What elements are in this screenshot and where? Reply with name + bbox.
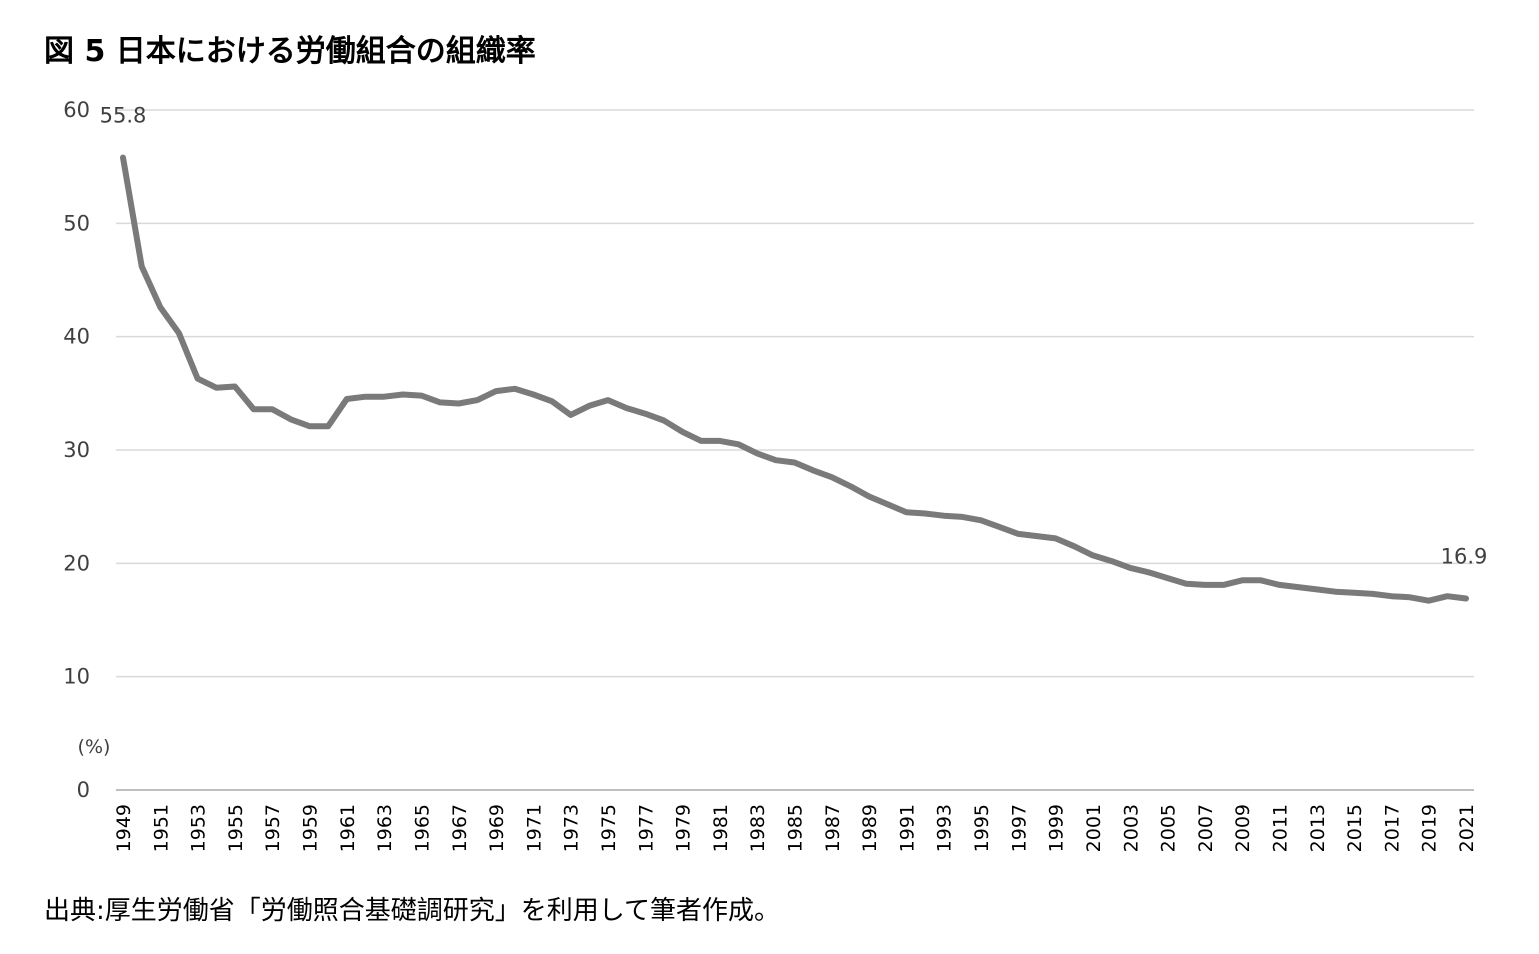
- x-tick-label: 2011: [1269, 804, 1291, 852]
- x-tick-label: 2009: [1232, 804, 1254, 852]
- y-tick-label: 40: [63, 325, 90, 349]
- x-axis-ticks: 1949 1951 1953 1955 1957 1959 1961 1963 1965 1967…: [113, 804, 1478, 852]
- x-tick-label: 1993: [934, 804, 956, 852]
- x-tick-label: 2003: [1120, 804, 1142, 852]
- data-label: 16.9: [1441, 544, 1488, 568]
- y-tick-label: 60: [63, 98, 90, 122]
- y-axis-ticks: 0 10 20 30 40 50 60: [63, 98, 90, 802]
- x-tick-label: 1953: [188, 804, 210, 852]
- x-tick-label: 2021: [1456, 804, 1478, 852]
- data-labels: 55.8 16.9: [100, 104, 1488, 569]
- y-tick-label: 10: [63, 665, 90, 689]
- data-label: 55.8: [100, 104, 147, 128]
- series-line-0: [120, 154, 1469, 604]
- y-tick-label: 20: [63, 551, 90, 575]
- x-tick-label: 1987: [822, 804, 844, 852]
- gridlines: [116, 109, 1474, 791]
- y-tick-label: 30: [63, 438, 90, 462]
- x-tick-label: 1985: [785, 804, 807, 852]
- x-tick-label: 1971: [523, 804, 545, 852]
- x-tick-label: 1965: [411, 804, 433, 852]
- source-note: 出典:厚生労働省「労働照合基礎調研究」を利用して筆者作成。: [44, 896, 780, 926]
- x-tick-label: 1983: [747, 804, 769, 852]
- y-tick-label: 0: [77, 778, 90, 802]
- chart-title: 図 5 日本における労働組合の組織率: [44, 34, 536, 69]
- x-tick-label: 1969: [486, 804, 508, 852]
- x-tick-label: 1989: [859, 804, 881, 852]
- x-tick-label: 1963: [374, 804, 396, 852]
- x-tick-label: 1967: [449, 804, 471, 852]
- x-tick-label: 1961: [337, 804, 359, 852]
- x-tick-label: 1959: [300, 804, 322, 852]
- x-tick-label: 2007: [1195, 804, 1217, 852]
- x-tick-label: 2005: [1158, 804, 1180, 852]
- x-tick-label: 1999: [1046, 804, 1068, 852]
- y-axis-unit-label: (%): [78, 736, 111, 758]
- x-tick-label: 2001: [1083, 804, 1105, 852]
- x-tick-label: 1957: [262, 804, 284, 852]
- series-line-layer: [120, 154, 1469, 604]
- x-tick-label: 1981: [710, 804, 732, 852]
- x-tick-label: 1949: [113, 804, 135, 852]
- x-tick-label: 2019: [1419, 804, 1441, 852]
- x-tick-label: 1955: [225, 804, 247, 852]
- x-tick-label: 1979: [673, 804, 695, 852]
- x-tick-label: 1973: [561, 804, 583, 852]
- x-tick-label: 1975: [598, 804, 620, 852]
- x-tick-label: 2013: [1307, 804, 1329, 852]
- x-tick-label: 1997: [1008, 804, 1030, 852]
- x-tick-label: 2017: [1381, 804, 1403, 852]
- x-tick-label: 1991: [896, 804, 918, 852]
- y-tick-label: 50: [63, 211, 90, 235]
- x-tick-label: 1995: [971, 804, 993, 852]
- x-tick-label: 1951: [150, 804, 172, 852]
- x-tick-label: 1977: [635, 804, 657, 852]
- x-tick-label: 2015: [1344, 804, 1366, 852]
